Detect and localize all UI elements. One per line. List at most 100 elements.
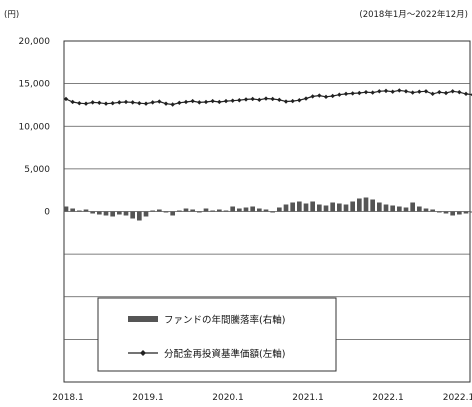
nav-point — [317, 93, 322, 98]
turnover-bar — [110, 211, 115, 217]
turnover-bar — [163, 211, 169, 213]
line-series — [63, 88, 472, 107]
nav-point — [130, 100, 135, 105]
nav-point — [410, 90, 415, 95]
turnover-bar — [190, 209, 195, 212]
nav-point — [310, 94, 315, 99]
y-unit-label: (円) — [4, 10, 19, 20]
turnover-bar — [210, 210, 215, 212]
nav-point — [90, 100, 95, 105]
turnover-bar — [463, 211, 469, 214]
nav-point — [397, 88, 402, 93]
period-note: (2018年1月～2022年12月) — [359, 9, 468, 20]
nav-point — [230, 98, 235, 103]
legend-line-marker — [140, 350, 146, 356]
nav-point — [283, 99, 289, 104]
legend-bar-label: ファンドの年間騰落率(右軸) — [164, 314, 285, 326]
turnover-bar — [250, 206, 255, 212]
turnover-bar — [290, 202, 295, 212]
nav-point — [150, 100, 155, 105]
y-tick-label: 5,000 — [24, 165, 50, 175]
nav-point — [63, 96, 69, 102]
turnover-bar — [303, 203, 309, 212]
nav-point — [103, 101, 109, 106]
turnover-bar — [410, 202, 415, 212]
nav-point — [163, 101, 169, 106]
turnover-bar — [217, 209, 222, 212]
nav-point — [110, 101, 115, 106]
nav-point — [97, 100, 102, 106]
turnover-bar — [177, 210, 182, 212]
turnover-bar — [150, 210, 155, 212]
y-tick-label: 15,000 — [19, 80, 51, 90]
nav-point — [383, 88, 389, 94]
turnover-bar — [350, 201, 355, 212]
turnover-bar — [117, 211, 122, 215]
turnover-bar — [277, 207, 282, 212]
turnover-bar — [263, 209, 269, 212]
turnover-bar — [170, 211, 175, 216]
turnover-bar — [97, 211, 102, 215]
turnover-bar — [203, 208, 209, 212]
x-tick-label: 2021.1 — [292, 393, 324, 403]
turnover-bar — [237, 208, 242, 212]
legend-bar-swatch — [128, 316, 158, 322]
nav-point — [190, 98, 195, 104]
nav-point — [257, 97, 262, 103]
turnover-bar — [223, 210, 229, 212]
nav-point — [377, 89, 382, 94]
turnover-bar — [63, 206, 69, 212]
legend: ファンドの年間騰落率(右軸) 分配金再投資基準価額(左軸) — [97, 297, 337, 372]
turnover-bar — [123, 211, 129, 216]
turnover-bar — [70, 208, 75, 212]
turnover-bar — [437, 211, 442, 213]
nav-point — [243, 97, 249, 102]
turnover-bar — [397, 206, 402, 212]
y-tick-label: 0 — [44, 208, 50, 218]
nav-point — [457, 89, 462, 95]
x-axis: 2018.1 2019.1 2020.1 2021.1 2022.1 2022.12 — [52, 393, 472, 403]
turnover-bar — [357, 198, 362, 212]
nav-point — [443, 90, 449, 96]
nav-point — [117, 100, 122, 105]
nav-point — [323, 94, 329, 100]
turnover-bar — [197, 211, 202, 213]
turnover-bar — [323, 205, 329, 212]
nav-point — [250, 96, 255, 102]
turnover-bar — [470, 211, 472, 213]
turnover-bar — [257, 208, 262, 212]
nav-point — [263, 96, 269, 101]
nav-point — [463, 91, 469, 97]
nav-point — [330, 93, 335, 99]
nav-point — [370, 90, 375, 95]
nav-point — [390, 89, 395, 94]
nav-point — [303, 96, 309, 101]
turnover-bar — [370, 199, 375, 212]
turnover-bar — [383, 204, 389, 212]
nav-point — [223, 98, 229, 104]
nav-point — [437, 89, 442, 95]
bar-series — [63, 197, 472, 221]
nav-point — [143, 101, 149, 106]
nav-point — [183, 99, 189, 105]
nav-point — [277, 97, 282, 103]
turnover-bar — [297, 201, 302, 212]
turnover-bar — [230, 206, 235, 212]
nav-point — [170, 102, 175, 107]
nav-point — [237, 98, 242, 103]
nav-point — [197, 100, 202, 105]
nav-point — [123, 99, 129, 105]
x-tick-label: 2022.1 — [372, 393, 404, 403]
turnover-bar — [337, 203, 342, 212]
nav-point — [203, 99, 209, 105]
turnover-bar — [457, 211, 462, 215]
turnover-bar — [343, 204, 349, 212]
nav-point — [363, 89, 369, 95]
turnover-bar — [390, 205, 395, 212]
turnover-bar — [130, 211, 135, 219]
turnover-bar — [417, 206, 422, 212]
x-tick-label: 2020.1 — [212, 393, 244, 403]
turnover-bar — [443, 211, 449, 214]
turnover-bar — [137, 211, 142, 221]
